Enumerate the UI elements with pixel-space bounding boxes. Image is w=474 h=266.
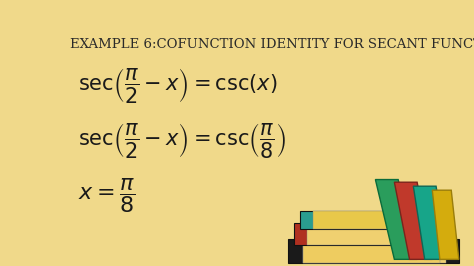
- Text: EXAMPLE 6:COFUNCTION IDENTITY FOR SECANT FUNCTION: EXAMPLE 6:COFUNCTION IDENTITY FOR SECANT…: [70, 38, 474, 51]
- Bar: [288, 239, 459, 263]
- Bar: [303, 242, 440, 263]
- Polygon shape: [432, 190, 459, 259]
- Text: $x = \dfrac{\pi}{8}$: $x = \dfrac{\pi}{8}$: [78, 176, 135, 215]
- Bar: [303, 239, 446, 263]
- Bar: [300, 211, 432, 229]
- Text: $\sec\!\left(\dfrac{\pi}{2} - x\right) = \csc(x)$: $\sec\!\left(\dfrac{\pi}{2} - x\right) =…: [78, 66, 277, 105]
- Bar: [313, 211, 417, 229]
- Text: $\sec\!\left(\dfrac{\pi}{2} - x\right) = \csc\!\left(\dfrac{\pi}{8}\right)$: $\sec\!\left(\dfrac{\pi}{2} - x\right) =…: [78, 121, 286, 160]
- Polygon shape: [413, 186, 447, 259]
- Bar: [294, 223, 446, 245]
- Bar: [307, 223, 430, 245]
- Polygon shape: [375, 180, 417, 259]
- Polygon shape: [394, 182, 432, 259]
